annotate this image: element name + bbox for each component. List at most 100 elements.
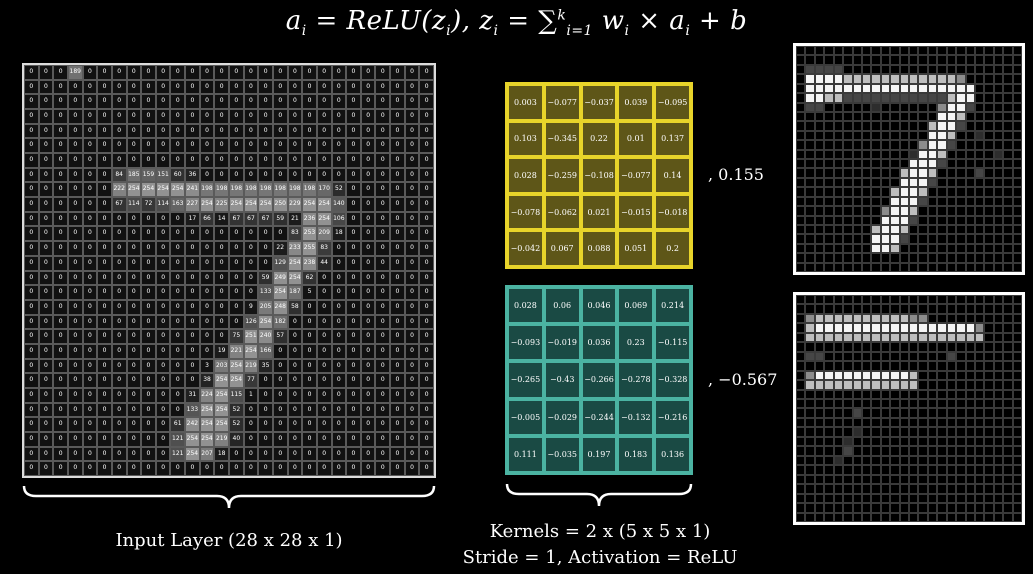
feature-map-pixel: [871, 55, 881, 65]
feature-map-pixel: [993, 465, 1004, 475]
feature-map-pixel: [871, 380, 881, 390]
feature-map-pixel: [843, 224, 853, 235]
feature-map-pixel: [880, 159, 891, 169]
input-pixel-cell: 0: [53, 211, 68, 227]
input-pixel-cell: 0: [170, 299, 186, 315]
input-pixel-cell: 0: [126, 211, 142, 227]
feature-map-pixel: [909, 215, 919, 225]
input-pixel-cell: 0: [272, 417, 288, 432]
kernel-weight-cell: 0.22: [580, 120, 618, 158]
feature-map-pixel: [965, 93, 975, 103]
feature-map-pixel: [880, 427, 891, 437]
input-pixel-cell: 0: [331, 387, 347, 403]
input-pixel-cell: 0: [360, 358, 376, 374]
feature-map-pixel: [937, 224, 947, 235]
feature-map-pixel: [918, 55, 928, 65]
input-pixel-cell: 0: [360, 299, 376, 315]
input-pixel-cell: 163: [170, 197, 186, 212]
input-pixel-cell: 0: [346, 138, 361, 154]
feature-map-pixel: [899, 177, 909, 188]
feature-map-pixel: [965, 130, 975, 141]
feature-map-pixel: [993, 304, 1004, 314]
input-pixel-cell: 0: [170, 358, 186, 374]
input-pixel-cell: 0: [316, 329, 332, 344]
feature-map-pixel: [824, 323, 834, 333]
input-pixel-cell: 0: [53, 270, 68, 286]
feature-map-pixel: [984, 74, 994, 84]
feature-map-pixel: [852, 399, 862, 409]
feature-map-pixel: [965, 417, 975, 428]
input-pixel-cell: 57: [272, 329, 288, 344]
feature-map-pixel: [899, 399, 909, 409]
feature-map-pixel: [861, 436, 872, 447]
feature-map-pixel: [871, 102, 881, 112]
formula-sum-top: k: [557, 7, 567, 24]
feature-map-pixel: [852, 196, 862, 207]
input-pixel-cell: 0: [272, 138, 288, 154]
input-pixel-cell: 0: [258, 417, 273, 432]
feature-map-pixel: [927, 64, 938, 75]
feature-map-pixel: [1003, 168, 1013, 178]
kernel-weight-cell: −0.035: [543, 435, 581, 473]
feature-map-pixel: [843, 168, 853, 178]
feature-map-pixel: [843, 474, 853, 485]
feature-map-pixel: [974, 196, 985, 207]
feature-map-pixel: [814, 465, 825, 475]
feature-map-pixel: [861, 243, 872, 254]
feature-map-pixel: [871, 455, 881, 466]
feature-map-pixel: [937, 83, 947, 94]
feature-map-pixel: [946, 474, 957, 485]
feature-map-pixel: [814, 503, 825, 513]
feature-map-pixel: [909, 427, 919, 437]
feature-map-pixel: [927, 370, 938, 381]
feature-map-pixel: [833, 196, 844, 207]
feature-map-pixel: [880, 121, 891, 131]
input-pixel-cell: 121: [170, 431, 186, 447]
input-pixel-cell: 0: [229, 314, 244, 330]
input-pixel-cell: 0: [287, 461, 303, 476]
feature-map-pixel: [880, 187, 891, 197]
feature-map-pixel: [890, 503, 900, 513]
input-pixel-cell: 0: [199, 109, 215, 124]
input-pixel-cell: 0: [53, 94, 68, 110]
feature-map-pixel: [937, 389, 947, 400]
feature-map-pixel: [824, 243, 834, 254]
feature-map-pixel: [1003, 408, 1013, 418]
input-pixel-cell: 0: [331, 153, 347, 168]
feature-map-pixel: [890, 74, 900, 84]
input-pixel-cell: 0: [346, 241, 361, 256]
feature-map-pixel: [1003, 342, 1013, 352]
feature-map-pixel: [993, 389, 1004, 400]
kernel-2-matrix: 0.028 0.06 0.046 0.069 0.214 −0.093 −0.019 0.03…: [505, 285, 693, 475]
feature-map-pixel: [899, 313, 909, 324]
feature-map-pixel: [965, 380, 975, 390]
feature-map-pixel: [1012, 74, 1022, 84]
feature-map-pixel: [918, 140, 928, 150]
input-pixel-cell: 0: [404, 299, 420, 315]
feature-map-pixel: [927, 215, 938, 225]
feature-map-pixel: [861, 503, 872, 513]
feature-map-pixel: [871, 332, 881, 343]
feature-map-pixel: [805, 121, 815, 131]
input-pixel-cell: 185: [126, 167, 142, 183]
input-pixel-cell: 0: [287, 343, 303, 359]
input-pixel-cell: 0: [346, 153, 361, 168]
feature-map-pixel: [899, 493, 909, 504]
feature-map-pixel: [852, 253, 862, 263]
input-pixel-cell: 0: [170, 241, 186, 256]
input-pixel-cell: 0: [404, 402, 420, 418]
feature-map-pixel: [993, 436, 1004, 447]
input-pixel-cell: 0: [67, 153, 83, 168]
input-pixel-cell: 0: [199, 241, 215, 256]
input-pixel-cell: 0: [38, 167, 54, 183]
feature-map-pixel: [909, 159, 919, 169]
input-pixel-cell: 0: [287, 123, 303, 139]
feature-map-pixel: [805, 74, 815, 84]
feature-map-pixel: [805, 351, 815, 362]
feature-map-pixel: [880, 332, 891, 343]
input-pixel-cell: 219: [214, 431, 229, 447]
input-pixel-cell: 222: [111, 182, 127, 198]
input-pixel-cell: 0: [24, 94, 39, 110]
feature-map-pixel: [918, 465, 928, 475]
feature-map-pixel: [890, 55, 900, 65]
